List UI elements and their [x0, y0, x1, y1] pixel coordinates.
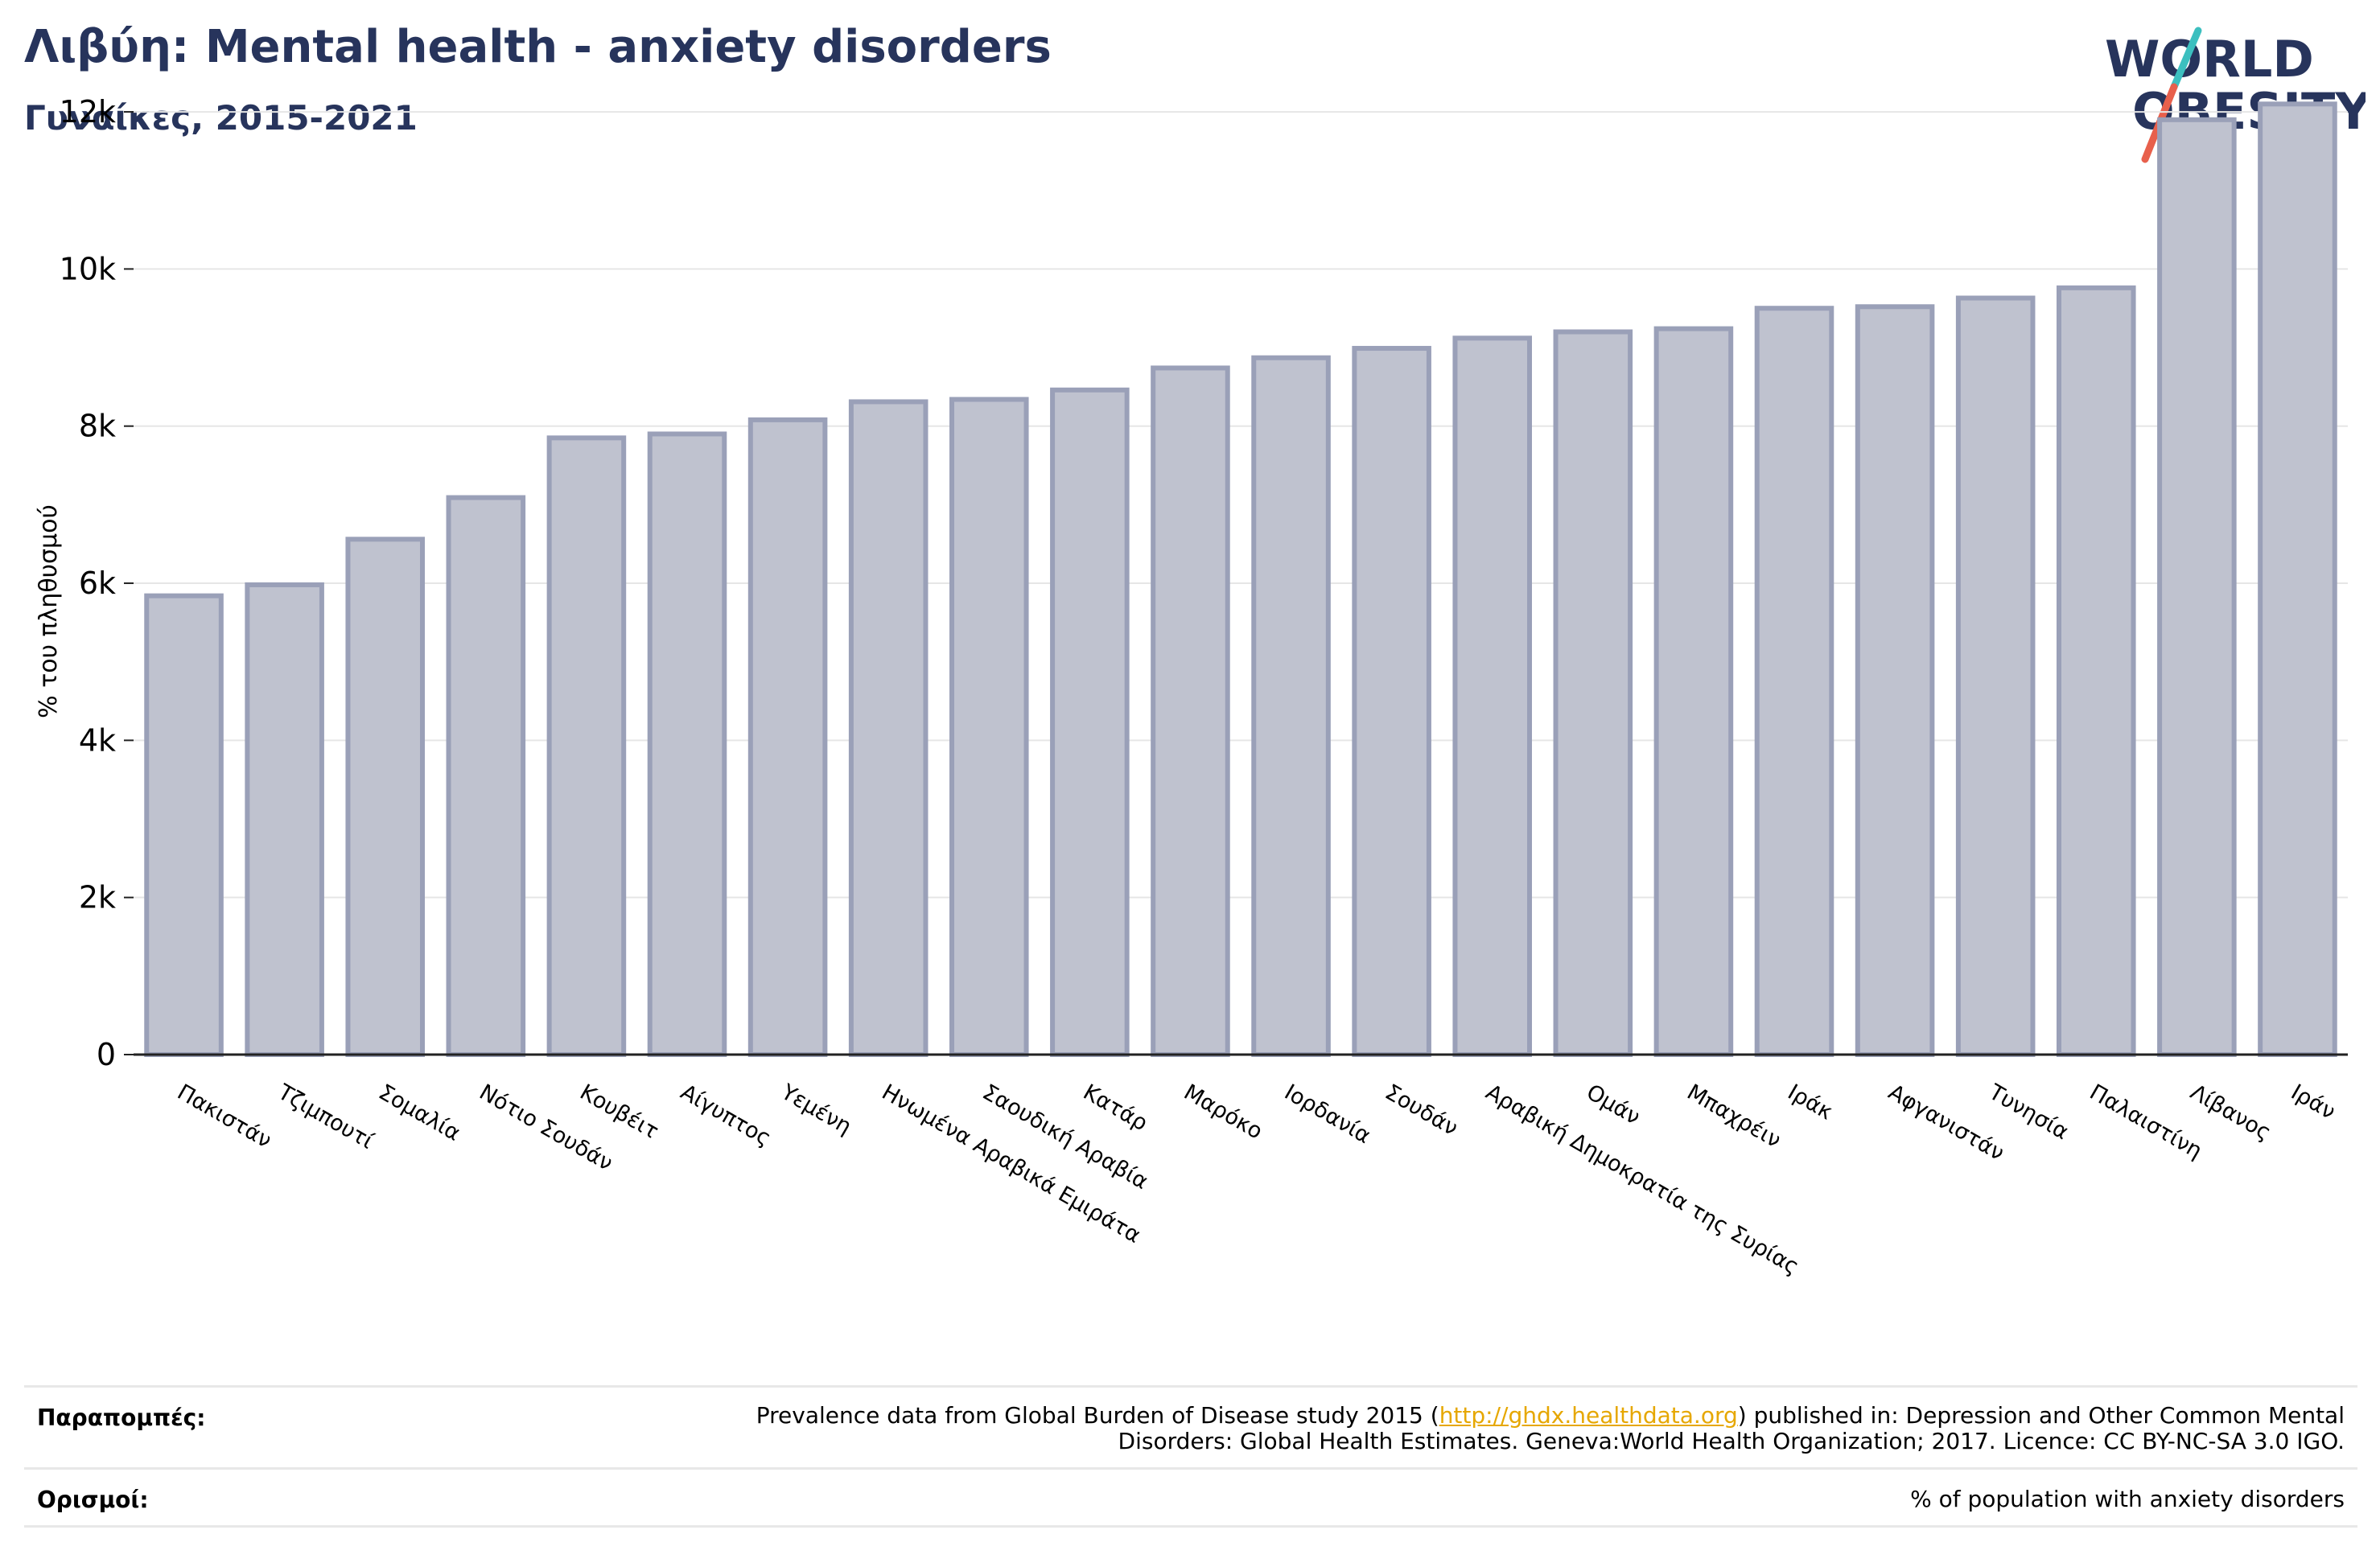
bar-14	[1553, 329, 1633, 1058]
bar-13	[1452, 335, 1533, 1057]
bar-3	[446, 495, 526, 1057]
bar-17	[1855, 304, 1935, 1057]
bar-4	[546, 435, 627, 1057]
y-tick-label: 10k	[60, 251, 116, 286]
y-axis-label: % του πληθυσμού	[35, 504, 63, 718]
x-tick-label: Ιράκ	[1784, 1080, 1838, 1125]
x-tick-label: Σομαλία	[374, 1080, 464, 1146]
footer-divider-top	[24, 1385, 2357, 1388]
references-text: Prevalence data from Global Burden of Di…	[756, 1403, 2345, 1454]
x-tick-label: Ιράν	[2287, 1080, 2340, 1125]
x-tick-label: Παλαιστίνη	[2086, 1080, 2206, 1164]
x-tick-label: Ομάν	[1582, 1080, 1644, 1130]
x-tick-label: Μαρόκο	[1180, 1080, 1266, 1144]
y-tick-label: 8k	[79, 409, 116, 444]
x-tick-label: Υεμένη	[776, 1080, 856, 1140]
y-tick-label: 6k	[79, 566, 116, 601]
bar-10	[1151, 365, 1230, 1057]
bar-18	[1955, 295, 2036, 1057]
bar-1	[245, 582, 324, 1057]
y-tick-labels: 0 2k 4k 6k 8k 10k 12k	[60, 94, 134, 1072]
footer-divider-middle	[24, 1467, 2357, 1470]
y-tick-label: 4k	[79, 722, 116, 758]
references-line2: Disorders: Global Health Estimates. Gene…	[1118, 1428, 2345, 1454]
logo-line1: WORLD	[2105, 30, 2314, 88]
x-tick-label: Τυνησία	[1984, 1080, 2073, 1145]
bar-11	[1251, 355, 1331, 1057]
x-tick-label: Σαουδική Αραβία	[978, 1080, 1152, 1195]
logo-slash-top	[2170, 27, 2202, 91]
bar-15	[1653, 326, 1734, 1057]
bar-7	[848, 399, 929, 1057]
bar-2	[345, 537, 426, 1057]
references-post: ) published in: Depression and Other Com…	[1737, 1402, 2345, 1429]
x-tick-label: Μπαχρέιν	[1682, 1080, 1785, 1153]
y-tick-label: 2k	[79, 880, 116, 915]
bar-9	[1050, 387, 1130, 1058]
x-tick-label: Κουβέιτ	[575, 1080, 662, 1144]
bars	[144, 101, 2337, 1058]
bar-19	[2056, 285, 2136, 1057]
bar-chart: 0 2k 4k 6k 8k 10k 12k ΠακιστάνΤζιμπουτίΣομαλία…	[35, 94, 2348, 1280]
references-label: Παραπομπές:	[37, 1405, 206, 1431]
bar-5	[647, 431, 727, 1057]
x-tick-label: Κατάρ	[1079, 1080, 1152, 1136]
footer-divider-bottom	[24, 1525, 2357, 1528]
bar-16	[1754, 306, 1834, 1058]
references-link[interactable]: http://ghdx.healthdata.org	[1439, 1402, 1738, 1429]
bar-12	[1352, 346, 1431, 1057]
definitions-label: Ορισμοί:	[37, 1487, 149, 1513]
bar-20	[2157, 117, 2237, 1057]
y-tick-label: 0	[97, 1037, 116, 1072]
x-tick-label: Ιορδανία	[1280, 1080, 1375, 1149]
y-tick-label: 12k	[60, 94, 116, 130]
chart-title: Λιβύη: Mental health - anxiety disorders	[24, 21, 1052, 73]
x-tick-label: Τζιμπουτί	[273, 1080, 377, 1154]
chart-subtitle: Γυναίκες, 2015-2021	[24, 98, 418, 138]
x-tick-label: Αίγυπτος	[677, 1080, 776, 1151]
bar-21	[2258, 101, 2337, 1058]
bar-8	[949, 397, 1029, 1058]
references-pre: Prevalence data from Global Burden of Di…	[756, 1402, 1439, 1429]
definitions-text: % of population with anxiety disorders	[1910, 1486, 2345, 1512]
x-tick-label: Λίβανος	[2186, 1080, 2275, 1145]
bar-6	[747, 417, 828, 1057]
x-tick-label: Σουδάν	[1381, 1080, 1462, 1141]
bar-0	[144, 593, 224, 1057]
x-tick-label: Πακιστάν	[173, 1080, 276, 1154]
